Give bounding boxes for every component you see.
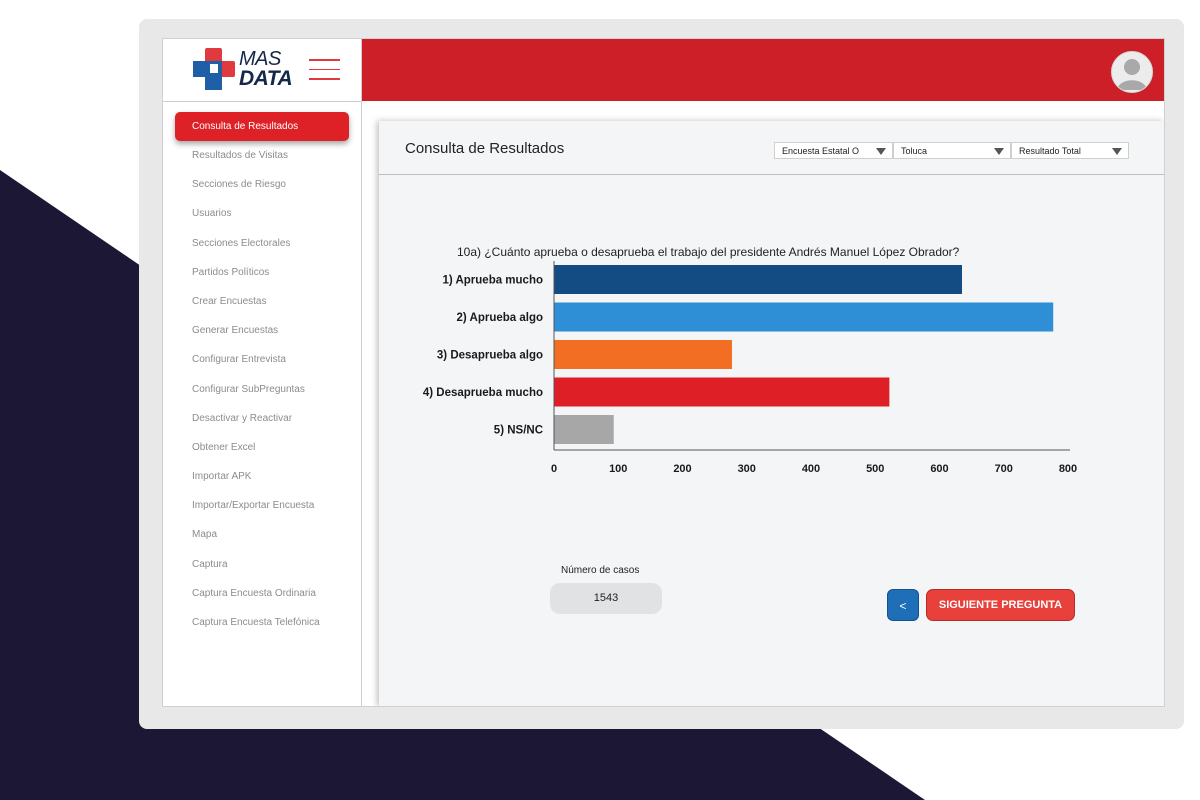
- cases-label: Número de casos: [561, 565, 640, 576]
- x-tick-label: 200: [673, 463, 691, 475]
- category-label: 4) Desaprueba mucho: [423, 387, 543, 399]
- user-avatar[interactable]: [1111, 51, 1153, 93]
- sidebar-item-desactivar-y-reactivar[interactable]: Desactivar y Reactivar: [192, 412, 293, 424]
- category-label: 2) Aprueba algo: [457, 312, 543, 324]
- sidebar-item-generar-encuestas[interactable]: Generar Encuestas: [192, 325, 279, 337]
- city-select-value: Toluca: [901, 146, 928, 156]
- sidebar-item-captura-encuesta-ordinaria[interactable]: Captura Encuesta Ordinaria: [192, 587, 316, 599]
- sidebar-item-captura-encuesta-telefonica[interactable]: Captura Encuesta Telefónica: [192, 617, 320, 628]
- chevron-down-icon: [876, 148, 886, 155]
- x-tick-label: 500: [866, 463, 884, 475]
- sidebar-item-usuarios[interactable]: Usuarios: [192, 208, 232, 220]
- x-tick-label: 400: [802, 463, 820, 475]
- category-label: 3) Desaprueba algo: [437, 350, 543, 362]
- hamburger-menu-icon[interactable]: [309, 59, 340, 81]
- page-title: Consulta de Resultados: [405, 140, 565, 157]
- results-panel: Consulta de Resultados Encuesta Estatal …: [379, 121, 1164, 706]
- category-label: 5) NS/NC: [494, 425, 543, 437]
- user-icon: [1117, 59, 1147, 90]
- sidebar-item-crear-encuestas[interactable]: Crear Encuestas: [192, 295, 267, 307]
- survey-select-value: Encuesta Estatal O: [782, 146, 860, 156]
- brand-name[interactable]: MAS DATA: [239, 48, 293, 90]
- top-header-bar: [362, 39, 1164, 101]
- next-question-button[interactable]: SIGUIENTE PREGUNTA: [926, 589, 1075, 621]
- chart-bar: [554, 302, 1054, 332]
- medical-cross-logo-icon: [193, 48, 235, 90]
- sidebar-item-secciones-de-riesgo[interactable]: Secciones de Riesgo: [192, 179, 286, 191]
- brand-line-2: DATA: [239, 67, 293, 90]
- city-select[interactable]: Toluca: [893, 142, 1011, 159]
- result-type-select-value: Resultado Total: [1019, 146, 1081, 156]
- category-label: 1) Aprueba mucho: [442, 275, 543, 287]
- chart-bar: [554, 340, 732, 369]
- previous-question-button[interactable]: <: [887, 589, 919, 621]
- app-window: MAS DATA Consulta de Resultados Resultad…: [163, 39, 1164, 706]
- sidebar-item-configurar-entrevista[interactable]: Configurar Entrevista: [192, 354, 286, 366]
- sidebar-item-consulta-de-resultados[interactable]: Consulta de Resultados: [175, 112, 349, 141]
- sidebar-menu: Consulta de Resultados Resultados de Vis…: [163, 112, 361, 637]
- logo-area: MAS DATA: [163, 39, 361, 102]
- sidebar-item-importar-exportar-encuesta[interactable]: Importar/Exportar Encuesta: [192, 500, 315, 512]
- chevron-down-icon: [994, 148, 1004, 155]
- chevron-down-icon: [1112, 148, 1122, 155]
- x-tick-label: 0: [551, 463, 557, 475]
- sidebar-item-captura[interactable]: Captura: [192, 558, 228, 570]
- x-tick-label: 700: [995, 463, 1013, 475]
- sidebar-item-mapa[interactable]: Mapa: [192, 529, 218, 541]
- brand-line-1: MAS: [239, 48, 281, 70]
- question-text: 10a) ¿Cuánto aprueba o desaprueba el tra…: [457, 245, 960, 259]
- x-tick-label: 800: [1059, 463, 1077, 475]
- sidebar-item-secciones-electorales[interactable]: Secciones Electorales: [192, 237, 291, 249]
- cases-value: 1543: [550, 583, 662, 614]
- chart-bar: [554, 265, 962, 294]
- result-type-select[interactable]: Resultado Total: [1011, 142, 1129, 159]
- survey-select[interactable]: Encuesta Estatal O: [774, 142, 893, 159]
- x-tick-label: 300: [738, 463, 756, 475]
- chart-bar: [554, 377, 890, 407]
- chart-bar: [554, 415, 614, 444]
- results-bar-chart: 1) Aprueba mucho 2) Aprueba algo 3) Desapr…: [423, 261, 1077, 475]
- sidebar-item-importar-apk[interactable]: Importar APK: [192, 471, 252, 483]
- x-tick-label: 100: [609, 463, 627, 475]
- sidebar-item-obtener-excel[interactable]: Obtener Excel: [192, 441, 256, 453]
- sidebar: MAS DATA Consulta de Resultados Resultad…: [163, 39, 362, 706]
- sidebar-item-configurar-subpreguntas[interactable]: Configurar SubPreguntas: [192, 383, 305, 395]
- sidebar-item-partidos-politicos[interactable]: Partidos Políticos: [192, 266, 270, 278]
- panel-header: Consulta de Resultados Encuesta Estatal …: [379, 121, 1164, 175]
- sidebar-item-resultados-de-visitas[interactable]: Resultados de Visitas: [192, 150, 288, 161]
- x-tick-label: 600: [930, 463, 948, 475]
